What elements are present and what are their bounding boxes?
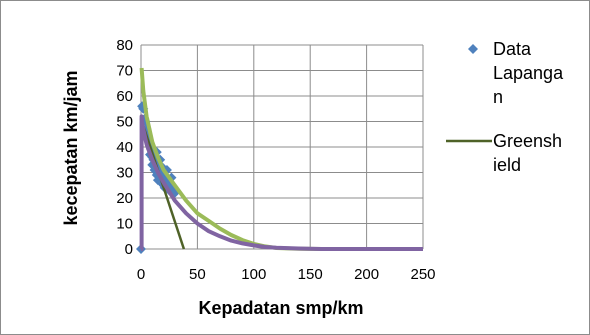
x-tick-label: 100 [241, 266, 266, 283]
x-tick-label: 250 [410, 266, 435, 283]
legend-label: Data [493, 39, 532, 59]
legend-label: Lapanga [493, 63, 564, 83]
plot-grid [140, 44, 424, 250]
legend-label: ield [493, 155, 521, 175]
x-tick-label: 200 [354, 266, 379, 283]
x-tick-label: 150 [298, 266, 323, 283]
y-tick-label: 50 [116, 114, 133, 131]
legend: Data Lapanga n Greensh ield [446, 39, 564, 175]
y-tick-label: 40 [116, 139, 133, 156]
legend-label: n [493, 87, 503, 107]
y-tick-label: 0 [125, 241, 133, 258]
x-tick-label: 50 [189, 266, 206, 283]
y-axis-title: kecepatan km/jam [61, 70, 81, 225]
plot-series [136, 67, 423, 254]
y-tick-label: 30 [116, 165, 133, 182]
x-tick-label: 0 [137, 266, 145, 283]
tick-labels: 0 10 20 30 40 50 60 70 80 0 50 100 150 200 250 [116, 37, 435, 283]
series-line-2 [139, 67, 423, 251]
y-tick-label: 10 [116, 216, 133, 233]
legend-label: Greensh [493, 131, 562, 151]
series-line-3 [139, 114, 423, 251]
y-tick-label: 20 [116, 190, 133, 207]
legend-marker-diamond [468, 44, 478, 54]
y-tick-label: 80 [116, 37, 133, 54]
y-tick-label: 70 [116, 63, 133, 80]
x-axis-title: Kepadatan smp/km [198, 298, 363, 318]
y-tick-label: 60 [116, 88, 133, 105]
